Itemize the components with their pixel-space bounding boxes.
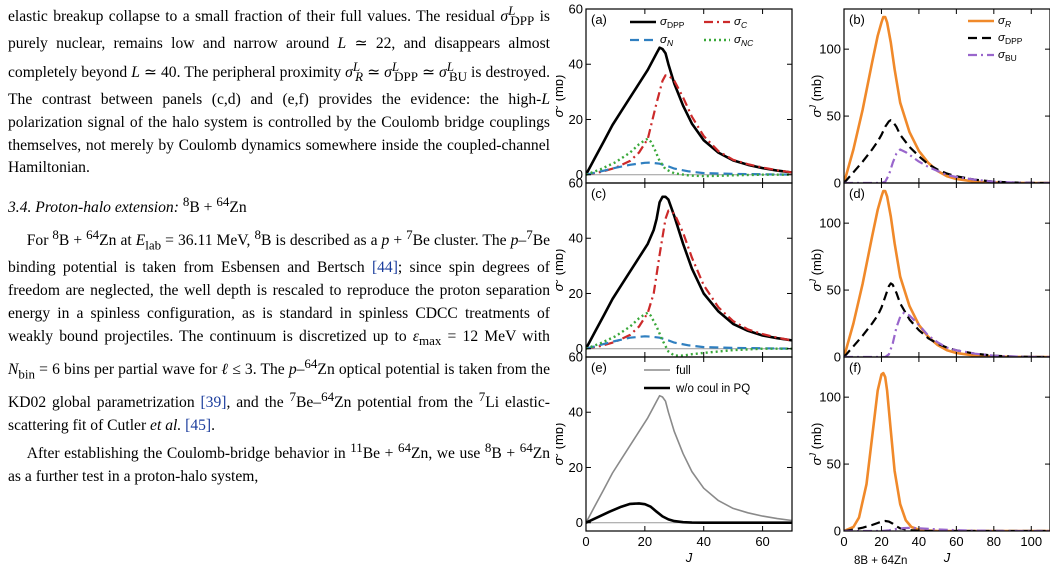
xtick-label: 60 [755, 534, 769, 549]
xtick-label: 80 [987, 534, 1001, 549]
y-axis-label: σJ (mb) [556, 423, 566, 466]
ytick-label: 0 [834, 350, 841, 365]
ytick-label: 0 [834, 524, 841, 539]
legend-text-c: σC [734, 16, 748, 30]
panel-frame [585, 182, 793, 358]
x-axis-label: J [943, 550, 951, 565]
legend-text-bu: σBU [998, 49, 1017, 63]
legend-text-r: σR [998, 15, 1011, 29]
xtick-label: 40 [696, 534, 710, 549]
panel-frame [843, 356, 1050, 532]
panel-frame [585, 356, 793, 532]
panel-label-e: (e) [591, 360, 607, 375]
panel-label-d: (d) [849, 186, 865, 201]
series-a-σnc [586, 137, 792, 178]
ytick-label: 60 [569, 176, 583, 191]
citation-44[interactable]: [44] [371, 259, 398, 277]
series-c-σdpp [586, 195, 792, 350]
panel-label-b: (b) [849, 12, 865, 27]
y-axis-label: σJ (mb) [808, 423, 824, 466]
series-b-σr [844, 15, 1050, 183]
series-b-σdpp [844, 118, 1050, 183]
ytick-label: 0 [834, 176, 841, 191]
panel-frame [843, 182, 1050, 358]
xtick-label: 40 [912, 534, 926, 549]
series-b-σbu [844, 148, 1050, 183]
series-e-wocoulinpq [586, 502, 792, 525]
ytick-label: 20 [569, 112, 583, 127]
panel-f [843, 356, 1050, 532]
series-d-σdpp [844, 282, 1050, 357]
ytick-label: 0 [576, 167, 583, 182]
ytick-label: 0 [576, 341, 583, 356]
paragraph-continuation: elastic breakup collapse to a small frac… [8, 3, 551, 177]
ytick-label: 50 [827, 109, 841, 124]
ytick-label: 40 [569, 231, 583, 246]
panel-c [585, 182, 793, 358]
legend-text-n: σN [660, 34, 674, 48]
xtick-label: 60 [949, 534, 963, 549]
legend-text-nc: σNC [734, 34, 754, 48]
ytick-label: 60 [569, 2, 583, 17]
legend-text-wocoul: w/o coul in PQ [675, 383, 750, 395]
panel-d [843, 182, 1050, 358]
ytick-label: 20 [569, 286, 583, 301]
text-column: elastic breakup collapse to a small frac… [8, 0, 550, 489]
figure-six-panels: 8B + 64Zn 0 20 40 60 (a) σJ (mb) 0 50 100 (b) σJ (… [556, 0, 1050, 567]
y-axis-label: σJ (mb) [808, 75, 824, 118]
panel-label-f: (f) [849, 360, 861, 375]
panel-a [585, 8, 793, 184]
ytick-label: 50 [827, 457, 841, 472]
xtick-label: 0 [582, 534, 589, 549]
ytick-label: 60 [569, 350, 583, 365]
series-c-σn [586, 335, 792, 350]
xtick-label: 20 [638, 534, 652, 549]
ytick-label: 100 [819, 216, 841, 231]
panel-frame [585, 8, 793, 184]
ytick-label: 20 [569, 460, 583, 475]
series-a-σc [586, 74, 792, 176]
xtick-label: 0 [840, 534, 847, 549]
citation-45[interactable]: [45] [185, 416, 212, 434]
ytick-label: 40 [569, 405, 583, 420]
xtick-label: 20 [874, 534, 888, 549]
xtick-label: 100 [1020, 534, 1042, 549]
series-e-full [586, 394, 792, 524]
y-axis-label: σJ (mb) [556, 249, 566, 292]
series-f-σdpp [844, 519, 1050, 531]
legend-text-full: full [676, 365, 691, 377]
legend-text-dpp-b: σDPP [998, 32, 1023, 46]
section-heading: 3.4. Proton-halo extension: 8B + 64Zn [8, 194, 247, 217]
series-d-σbu [844, 311, 1050, 357]
legend-text-dpp: σDPP [660, 16, 685, 30]
ytick-label: 40 [569, 57, 583, 72]
figure-caption-fragment: 8B + 64Zn [854, 555, 907, 567]
ytick-label: 100 [819, 42, 841, 57]
panel-label-a: (a) [591, 12, 607, 27]
series-c-σc [586, 209, 792, 350]
paragraph-setup: For 8B + 64Zn at Elab = 36.11 MeV, 8B is… [8, 227, 551, 434]
figure-svg: 8B + 64Zn 0 20 40 60 (a) σJ (mb) 0 50 100 (b) σJ (… [556, 2, 1050, 567]
series-f-σr [844, 371, 1050, 531]
ytick-label: 100 [819, 390, 841, 405]
x-axis-label: J [685, 550, 693, 565]
panel-e [585, 356, 793, 532]
ytick-label: 0 [576, 515, 583, 530]
panel-label-c: (c) [591, 186, 606, 201]
series-d-σr [844, 189, 1050, 357]
paragraph-next: After establishing the Coulomb-bridge be… [8, 440, 551, 486]
y-axis-label: σJ (mb) [808, 249, 824, 292]
series-a-σn [586, 161, 792, 176]
citation-39[interactable]: [39] [200, 393, 227, 411]
y-axis-label: σJ (mb) [556, 75, 566, 118]
ytick-label: 50 [827, 283, 841, 298]
